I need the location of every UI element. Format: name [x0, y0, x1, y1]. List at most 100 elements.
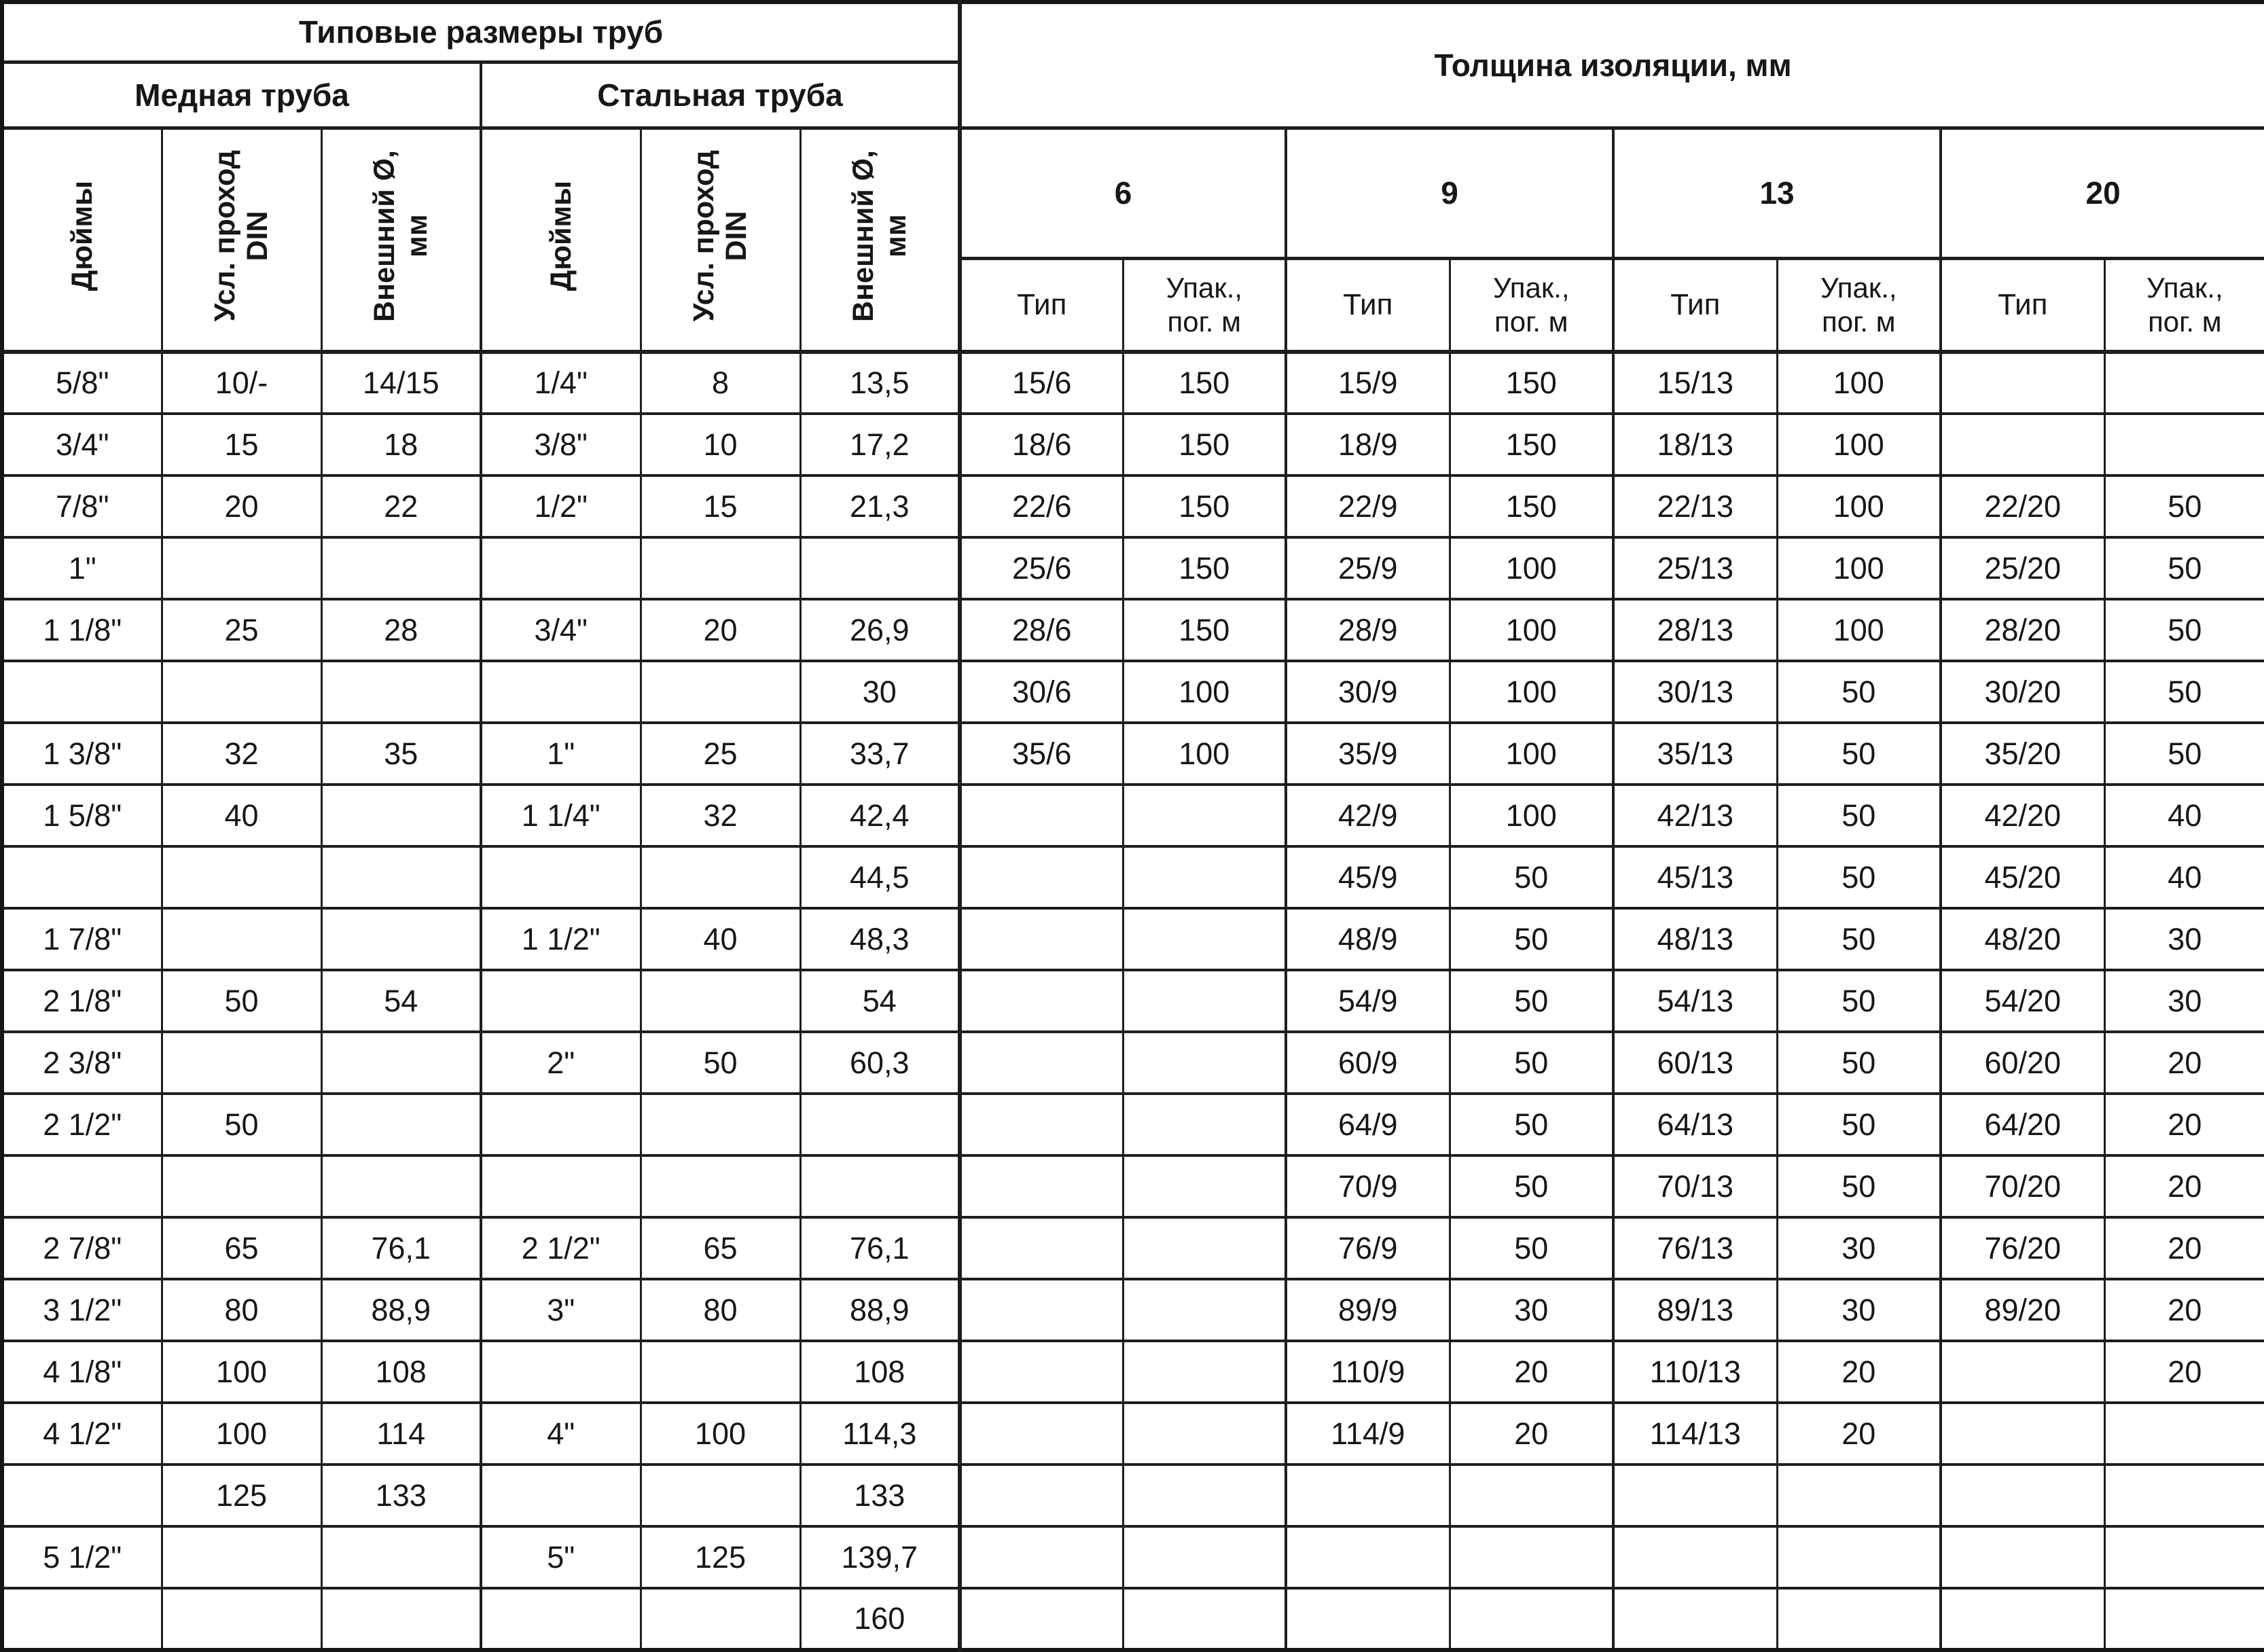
table-cell — [320, 1154, 482, 1219]
table-cell: 3/4" — [1, 412, 163, 477]
table-cell — [1, 660, 163, 724]
table-cell: 133 — [799, 1463, 961, 1528]
table-cell: 20 — [2103, 1278, 2264, 1342]
table-cell — [958, 907, 1124, 971]
table-cell: 28/20 — [1939, 598, 2106, 662]
table-cell: 35/9 — [1284, 721, 1451, 786]
table-cell: 2 1/2" — [480, 1216, 642, 1280]
column-label: Внешний Ø, мм — [846, 149, 912, 322]
table-row: 5 1/2" 5" 125 139,7 — [1, 1525, 2264, 1590]
table-cell: 20 — [1776, 1401, 1942, 1466]
table-cell — [1, 1463, 163, 1528]
table-cell: 22/6 — [958, 474, 1124, 539]
table-cell — [1121, 1340, 1287, 1404]
table-cell — [958, 1463, 1124, 1528]
table-cell: 25/9 — [1284, 536, 1451, 600]
table-cell: 1/4" — [480, 351, 642, 415]
table-cell: 54 — [320, 969, 482, 1033]
table-cell: 2 7/8" — [1, 1216, 163, 1280]
column-label: Усл. проход DIN — [687, 150, 753, 322]
table-row: 1" 25/6 150 25/9 100 25/13 100 25/20 50 — [1, 536, 2264, 600]
table-cell: 89/9 — [1284, 1278, 1451, 1342]
table-cell: 1 7/8" — [1, 907, 163, 971]
table-row: 2 3/8" 2" 50 60,3 60/9 50 60/13 50 60/20 20 — [1, 1030, 2264, 1095]
steel-outer-diameter-header: Внешний Ø, мм — [799, 126, 961, 354]
table-cell: 110/9 — [1284, 1340, 1451, 1404]
table-cell — [1448, 1587, 1615, 1651]
table-cell: 50 — [1448, 1030, 1615, 1095]
table-cell: 125 — [639, 1525, 802, 1590]
table-cell: 110/13 — [1612, 1340, 1778, 1404]
table-cell — [1284, 1525, 1451, 1590]
table-cell: 1" — [480, 721, 642, 786]
table-cell: 3/4" — [480, 598, 642, 662]
table-cell: 7/8" — [1, 474, 163, 539]
table-cell: 100 — [1776, 474, 1942, 539]
table-cell — [1121, 845, 1287, 910]
table-cell — [958, 783, 1124, 848]
table-cell — [639, 660, 802, 724]
table-cell: 76/9 — [1284, 1216, 1451, 1280]
table-cell: 60/13 — [1612, 1030, 1778, 1095]
table-cell — [1939, 412, 2106, 477]
table-cell: 13,5 — [799, 351, 961, 415]
table-cell: 150 — [1121, 351, 1287, 415]
table-cell — [1, 845, 163, 910]
table-cell: 50 — [1776, 660, 1942, 724]
table-row: 1 3/8" 32 35 1" 25 33,7 35/6 100 35/9 100 35/13 50 3… — [1, 721, 2264, 786]
table-cell: 15/13 — [1612, 351, 1778, 415]
table-cell — [480, 1463, 642, 1528]
pack-header-20: Упак., пог. м — [2103, 257, 2264, 354]
pipe-sizes-title: Типовые размеры труб — [1, 1, 961, 64]
table-cell: 10/- — [160, 351, 323, 415]
table-cell: 100 — [1448, 783, 1615, 848]
table-cell: 50 — [2103, 474, 2264, 539]
table-cell — [320, 536, 482, 600]
table-cell — [799, 1092, 961, 1157]
table-cell: 80 — [160, 1278, 323, 1342]
table-cell: 50 — [1776, 845, 1942, 910]
table-cell: 50 — [1776, 969, 1942, 1033]
table-cell: 100 — [1448, 598, 1615, 662]
table-cell: 3 1/2" — [1, 1278, 163, 1342]
table-row: 44,5 45/9 50 45/13 50 45/20 40 — [1, 845, 2264, 910]
table-cell: 35/13 — [1612, 721, 1778, 786]
table-cell: 88,9 — [320, 1278, 482, 1342]
table-cell — [2103, 1463, 2264, 1528]
table-cell: 4 1/2" — [1, 1401, 163, 1466]
table-cell — [1939, 1463, 2106, 1528]
pack-header-13: Упак., пог. м — [1776, 257, 1942, 354]
table-cell: 100 — [1776, 412, 1942, 477]
table-cell: 150 — [1448, 474, 1615, 539]
table-cell: 4" — [480, 1401, 642, 1466]
table-cell: 20 — [2103, 1030, 2264, 1095]
table-cell: 30 — [1448, 1278, 1615, 1342]
table-cell: 40 — [160, 783, 323, 848]
table-cell — [1612, 1587, 1778, 1651]
table-cell — [1448, 1525, 1615, 1590]
table-cell: 1 3/8" — [1, 721, 163, 786]
table-cell: 18/9 — [1284, 412, 1451, 477]
table-cell — [160, 660, 323, 724]
table-cell: 76,1 — [320, 1216, 482, 1280]
table-cell: 8 — [639, 351, 802, 415]
table-cell: 22/13 — [1612, 474, 1778, 539]
thickness-20-header: 20 — [1939, 126, 2264, 260]
table-cell: 5/8" — [1, 351, 163, 415]
table-row: 1 1/8" 25 28 3/4" 20 26,9 28/6 150 28/9 100 28/13 1… — [1, 598, 2264, 662]
table-cell: 40 — [2103, 783, 2264, 848]
table-cell: 64/20 — [1939, 1092, 2106, 1157]
table-cell — [2103, 351, 2264, 415]
column-label: Дюймы — [544, 181, 577, 291]
table-cell — [1939, 1401, 2106, 1466]
table-cell: 32 — [639, 783, 802, 848]
table-cell: 22/9 — [1284, 474, 1451, 539]
table-cell — [480, 969, 642, 1033]
table-cell — [320, 1587, 482, 1651]
table-cell: 35/6 — [958, 721, 1124, 786]
table-cell: 1" — [1, 536, 163, 600]
table-cell — [320, 1525, 482, 1590]
table-cell: 20 — [2103, 1092, 2264, 1157]
table-cell: 100 — [1121, 721, 1287, 786]
